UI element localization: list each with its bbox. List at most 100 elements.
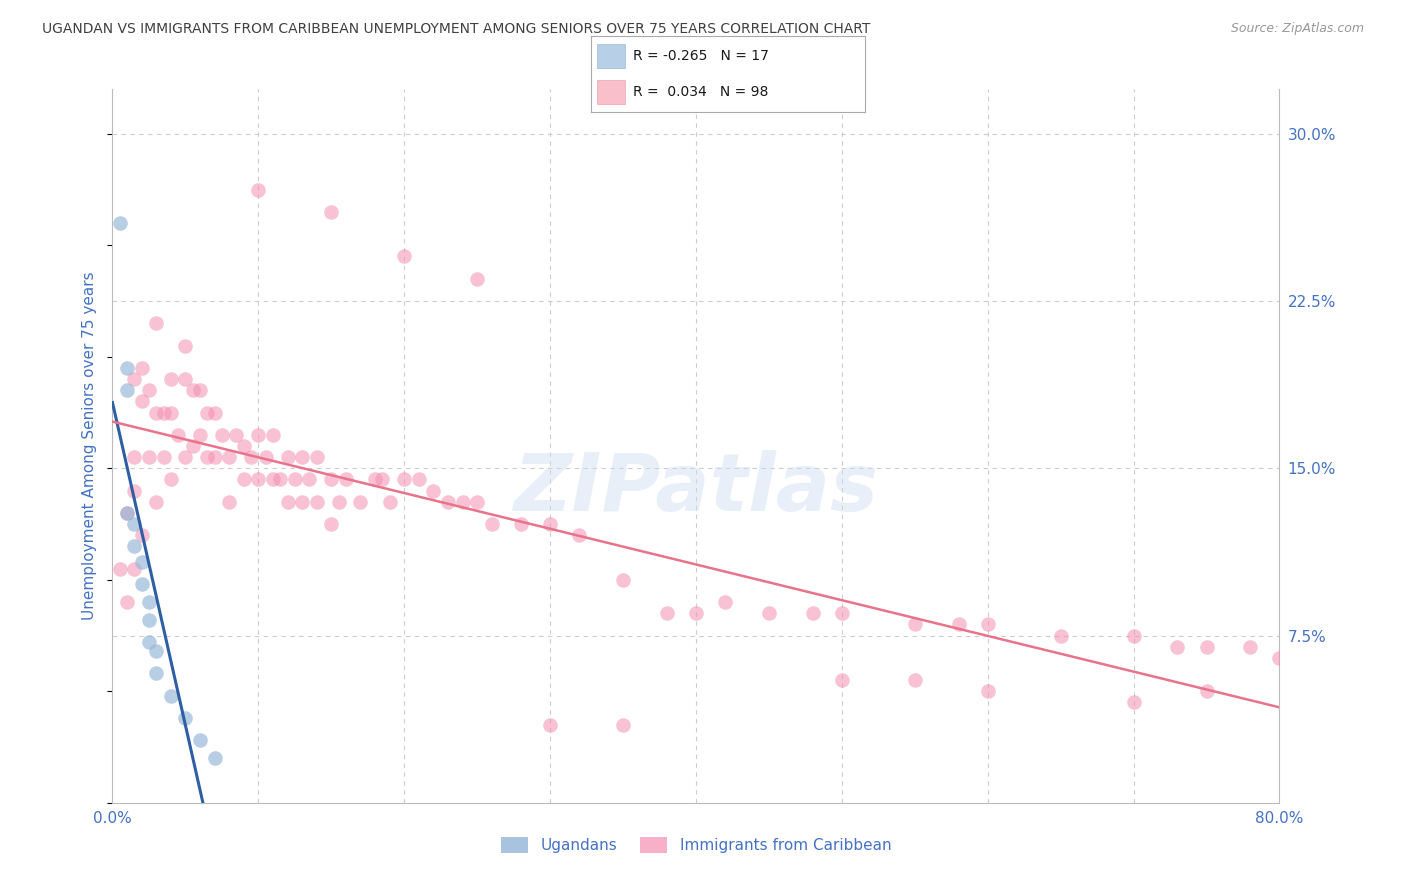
Point [160, 405, 183, 419]
Point [247, 182, 270, 196]
Point [131, 360, 153, 375]
Text: R = -0.265   N = 17: R = -0.265 N = 17 [633, 49, 769, 63]
Point [188, 733, 211, 747]
Point [291, 450, 314, 464]
Point [218, 450, 240, 464]
Point [181, 384, 204, 398]
Point [115, 384, 138, 398]
Point [160, 689, 183, 703]
Point [1268, 651, 1291, 665]
Point [371, 473, 394, 487]
Point [364, 473, 387, 487]
Point [211, 427, 233, 442]
Point [465, 271, 488, 285]
Point [1239, 640, 1261, 654]
Point [247, 473, 270, 487]
Point [145, 405, 167, 419]
Point [437, 494, 460, 508]
Point [481, 516, 503, 531]
Point [115, 506, 138, 520]
Point [538, 717, 561, 731]
Point [612, 573, 634, 587]
Point [262, 473, 284, 487]
Point [284, 473, 307, 487]
Point [108, 216, 131, 230]
Point [195, 450, 218, 464]
Point [160, 473, 183, 487]
Point [831, 673, 853, 687]
Point [225, 427, 247, 442]
Point [451, 494, 474, 508]
Point [276, 450, 298, 464]
Point [378, 494, 401, 508]
Point [232, 473, 254, 487]
Point [335, 473, 357, 487]
Point [218, 494, 240, 508]
Point [328, 494, 350, 508]
Point [174, 450, 197, 464]
Point [124, 372, 146, 386]
Point [131, 528, 153, 542]
Point [976, 684, 998, 698]
Text: R =  0.034   N = 98: R = 0.034 N = 98 [633, 85, 769, 99]
Point [188, 427, 211, 442]
Point [408, 473, 430, 487]
Point [160, 372, 183, 386]
Point [1049, 628, 1071, 642]
Point [145, 316, 167, 330]
Point [321, 516, 343, 531]
Point [831, 607, 853, 621]
Point [948, 617, 970, 632]
Point [115, 506, 138, 520]
Point [612, 717, 634, 731]
Bar [598, 44, 624, 69]
Point [188, 384, 211, 398]
Y-axis label: Unemployment Among Seniors over 75 years: Unemployment Among Seniors over 75 years [82, 272, 97, 620]
Point [465, 494, 488, 508]
Point [976, 617, 998, 632]
Point [124, 516, 146, 531]
Point [195, 405, 218, 419]
Point [305, 494, 328, 508]
Point [904, 673, 927, 687]
Point [394, 473, 416, 487]
Point [321, 204, 343, 219]
Point [1122, 628, 1144, 642]
Point [131, 555, 153, 569]
Point [138, 635, 160, 649]
Point [276, 494, 298, 508]
Point [291, 494, 314, 508]
Point [904, 617, 927, 632]
Point [394, 249, 416, 264]
Point [305, 450, 328, 464]
Point [298, 473, 321, 487]
Point [232, 439, 254, 453]
Text: UGANDAN VS IMMIGRANTS FROM CARIBBEAN UNEMPLOYMENT AMONG SENIORS OVER 75 YEARS CO: UGANDAN VS IMMIGRANTS FROM CARIBBEAN UNE… [42, 22, 870, 37]
Point [1195, 640, 1218, 654]
Point [115, 595, 138, 609]
Point [138, 450, 160, 464]
Point [240, 450, 263, 464]
Point [349, 494, 371, 508]
Point [174, 338, 197, 352]
Point [152, 405, 174, 419]
Point [181, 439, 204, 453]
Point [685, 607, 707, 621]
Point [131, 577, 153, 591]
Point [138, 613, 160, 627]
Point [422, 483, 444, 498]
Legend: Ugandans, Immigrants from Caribbean: Ugandans, Immigrants from Caribbean [495, 831, 897, 859]
Point [167, 427, 190, 442]
Point [138, 384, 160, 398]
Point [124, 539, 146, 553]
Point [1166, 640, 1188, 654]
Text: Source: ZipAtlas.com: Source: ZipAtlas.com [1230, 22, 1364, 36]
Point [174, 372, 197, 386]
Point [174, 711, 197, 725]
Point [321, 473, 343, 487]
Point [262, 427, 284, 442]
Point [758, 607, 780, 621]
Point [1122, 696, 1144, 710]
Point [124, 483, 146, 498]
Point [124, 562, 146, 576]
